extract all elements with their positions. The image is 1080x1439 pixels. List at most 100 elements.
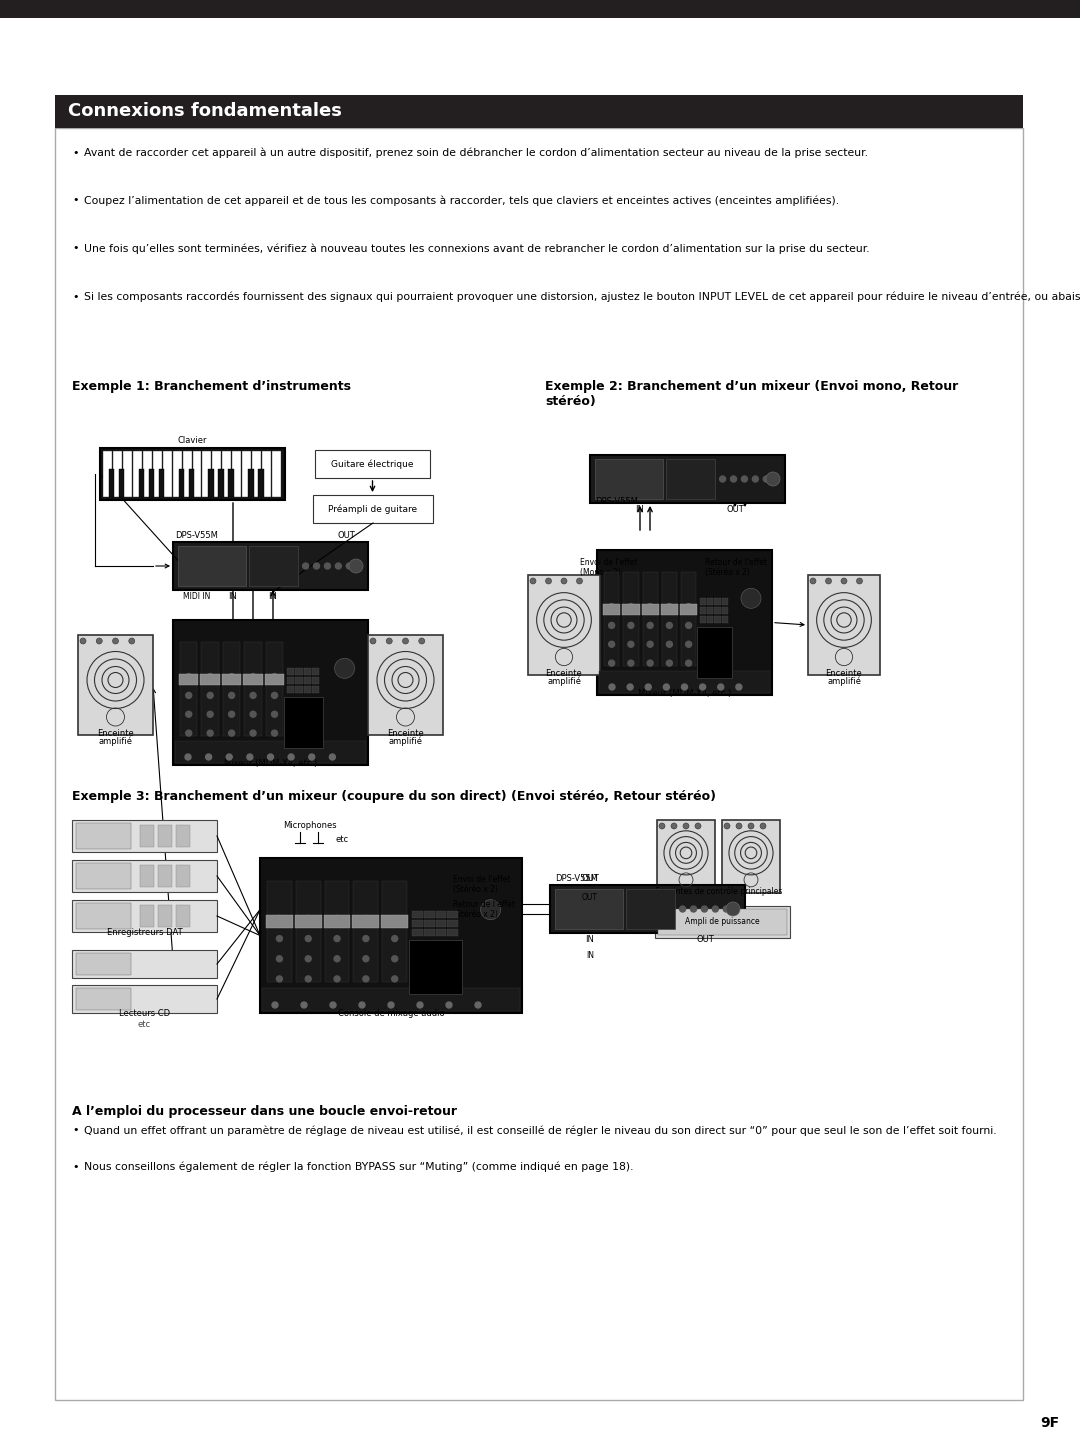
Text: MIDI IN: MIDI IN xyxy=(183,591,211,602)
Circle shape xyxy=(302,563,309,568)
Bar xyxy=(158,865,172,886)
Bar xyxy=(262,450,271,496)
Bar xyxy=(626,889,675,930)
Text: OUT: OUT xyxy=(582,894,598,902)
Bar xyxy=(603,603,620,616)
Circle shape xyxy=(724,907,729,912)
Circle shape xyxy=(627,661,634,666)
Circle shape xyxy=(329,754,336,760)
Text: Enregistreurs DAT: Enregistreurs DAT xyxy=(107,928,183,937)
Circle shape xyxy=(530,578,536,584)
Bar xyxy=(76,904,131,930)
Text: Enceinte: Enceinte xyxy=(825,669,862,678)
Circle shape xyxy=(271,673,278,679)
Circle shape xyxy=(735,823,742,829)
Circle shape xyxy=(276,915,282,921)
Bar xyxy=(447,928,458,935)
Bar xyxy=(103,450,112,496)
Text: etc: etc xyxy=(335,835,348,845)
Circle shape xyxy=(741,589,761,609)
Circle shape xyxy=(306,935,311,941)
Circle shape xyxy=(306,915,311,921)
Bar xyxy=(248,469,254,496)
Bar xyxy=(714,597,720,604)
Bar xyxy=(447,911,458,918)
Bar xyxy=(721,616,728,623)
Circle shape xyxy=(363,976,369,981)
Bar xyxy=(296,685,302,692)
Circle shape xyxy=(627,684,633,689)
Text: Préampli de guitare: Préampli de guitare xyxy=(328,504,418,514)
Text: Envoi de l'effet
(Stéréo x 2): Envoi de l'effet (Stéréo x 2) xyxy=(453,875,511,895)
Bar xyxy=(599,671,770,694)
Circle shape xyxy=(306,955,311,961)
Text: IN: IN xyxy=(586,951,594,960)
Circle shape xyxy=(251,673,256,679)
Circle shape xyxy=(207,673,213,679)
Text: IN: IN xyxy=(269,591,278,602)
Circle shape xyxy=(647,603,653,610)
Circle shape xyxy=(663,684,670,689)
Bar xyxy=(189,469,194,496)
Bar xyxy=(140,905,154,927)
Circle shape xyxy=(276,976,282,981)
Circle shape xyxy=(403,637,408,645)
Circle shape xyxy=(251,730,256,737)
Circle shape xyxy=(686,623,691,629)
Bar xyxy=(700,597,706,604)
Circle shape xyxy=(609,603,615,610)
Bar xyxy=(413,928,423,935)
Bar xyxy=(55,95,1023,128)
Text: •: • xyxy=(72,292,79,302)
Text: Clavier: Clavier xyxy=(178,436,207,445)
Bar xyxy=(424,911,434,918)
Bar xyxy=(76,953,131,976)
Text: OUT: OUT xyxy=(581,873,599,884)
Circle shape xyxy=(419,637,424,645)
Circle shape xyxy=(306,976,311,981)
Bar xyxy=(657,820,715,894)
Circle shape xyxy=(363,915,369,921)
Circle shape xyxy=(609,684,615,689)
Bar xyxy=(218,469,224,496)
Text: OUT: OUT xyxy=(338,531,355,540)
Circle shape xyxy=(370,637,376,645)
Circle shape xyxy=(388,1002,394,1007)
Bar xyxy=(312,676,320,684)
Circle shape xyxy=(271,730,278,737)
Bar xyxy=(714,616,720,623)
Bar xyxy=(133,450,141,496)
Bar xyxy=(312,668,320,675)
Bar xyxy=(303,668,311,675)
Text: OUT: OUT xyxy=(726,505,744,514)
Circle shape xyxy=(226,754,232,760)
Bar xyxy=(76,989,131,1010)
Circle shape xyxy=(229,711,234,717)
Circle shape xyxy=(666,642,673,648)
Bar xyxy=(159,469,164,496)
Text: Exemple 3: Branchement d’un mixeur (coupure du son direct) (Envoi stéréo, Retour: Exemple 3: Branchement d’un mixeur (coup… xyxy=(72,790,716,803)
Bar xyxy=(72,986,217,1013)
Bar xyxy=(267,881,292,981)
Bar xyxy=(723,820,780,894)
Circle shape xyxy=(577,578,582,584)
Circle shape xyxy=(335,658,354,678)
Bar xyxy=(413,911,423,918)
Bar xyxy=(707,606,713,613)
Circle shape xyxy=(718,684,724,689)
Circle shape xyxy=(647,623,653,629)
Bar xyxy=(173,543,368,590)
Bar xyxy=(252,450,261,496)
Text: amplifié: amplifié xyxy=(98,737,133,745)
Bar xyxy=(201,673,220,685)
Circle shape xyxy=(666,623,673,629)
Bar xyxy=(242,450,252,496)
Circle shape xyxy=(810,578,816,584)
Bar xyxy=(528,576,600,675)
Text: Connexions fondamentales: Connexions fondamentales xyxy=(68,102,342,119)
Circle shape xyxy=(387,637,392,645)
Circle shape xyxy=(659,823,665,829)
Circle shape xyxy=(700,684,705,689)
Circle shape xyxy=(666,661,673,666)
Circle shape xyxy=(271,692,278,698)
